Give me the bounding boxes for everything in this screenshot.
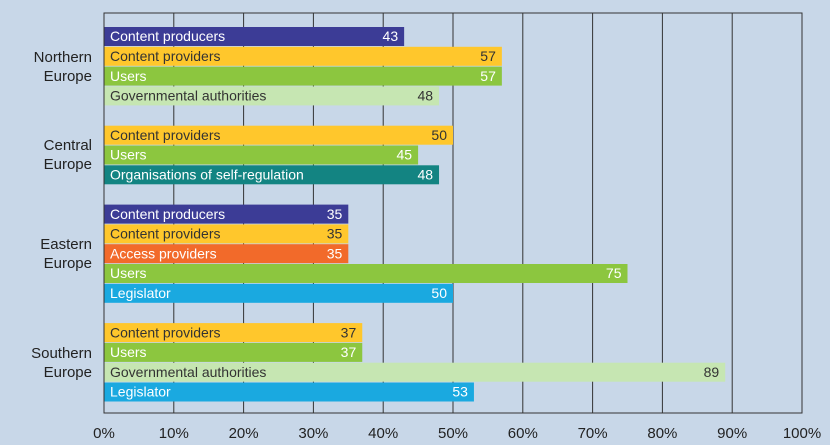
value-label: 35 [327, 206, 343, 222]
value-label: 53 [452, 384, 468, 400]
bar [104, 145, 419, 165]
value-label: 37 [341, 324, 357, 340]
bar-name: Content providers [110, 324, 221, 340]
bar [104, 323, 363, 343]
bar [104, 165, 440, 185]
value-label: 50 [431, 285, 447, 301]
x-tick-label: 60% [508, 425, 538, 442]
bar [104, 224, 349, 244]
bar-name: Users [110, 344, 147, 360]
bar-name: Governmental authorities [110, 364, 266, 380]
group-label: Southern Europe [31, 344, 92, 381]
x-tick-label: 30% [298, 425, 328, 442]
bar [104, 27, 405, 46]
value-label: 45 [397, 147, 413, 163]
bar-name: Content providers [110, 127, 221, 143]
x-tick-label: 80% [647, 425, 677, 442]
value-label: 48 [417, 88, 433, 104]
bar-name: Users [110, 68, 147, 84]
value-label: 75 [606, 265, 622, 281]
value-label: 35 [327, 245, 343, 261]
bar-name: Organisations of self-regulation [110, 167, 304, 183]
x-tick-label: 70% [578, 425, 608, 442]
bar-name: Content producers [110, 206, 225, 222]
value-label: 89 [704, 364, 720, 380]
bar [104, 283, 453, 303]
bar-name: Governmental authorities [110, 88, 266, 104]
bar [104, 382, 474, 402]
x-tick-label: 90% [717, 425, 747, 442]
x-tick-label: 10% [159, 425, 189, 442]
bar-name: Users [110, 265, 147, 281]
value-label: 48 [417, 167, 433, 183]
group-label: Eastern Europe [40, 236, 92, 273]
value-label: 43 [383, 28, 399, 44]
value-label: 35 [327, 226, 343, 242]
value-label: 57 [480, 68, 496, 84]
bar [104, 66, 502, 86]
bar-name: Users [110, 147, 147, 163]
bar-name: Access providers [110, 245, 217, 261]
x-tick-label: 40% [368, 425, 398, 442]
x-tick-label: 50% [438, 425, 468, 442]
bar [104, 362, 726, 382]
x-tick-label: 20% [229, 425, 259, 442]
x-tick-label: 0% [93, 425, 115, 442]
bar-name: Content providers [110, 226, 221, 242]
bar-name: Legislator [110, 285, 171, 301]
bar [104, 125, 453, 145]
value-label: 57 [480, 48, 496, 64]
bar [104, 264, 628, 283]
value-label: 37 [341, 344, 357, 360]
plot-border [103, 12, 803, 414]
group-label: Northern Europe [33, 48, 92, 85]
bar-name: Content providers [110, 48, 221, 64]
group-label: Central Europe [43, 137, 92, 174]
bar [104, 342, 363, 362]
bar [104, 86, 440, 106]
bar-name: Legislator [110, 384, 171, 400]
bar-name: Content producers [110, 28, 225, 44]
bar [104, 46, 502, 66]
x-tick-label: 100% [783, 425, 821, 442]
value-label: 50 [431, 127, 447, 143]
bar [104, 244, 349, 264]
bar [104, 204, 349, 224]
